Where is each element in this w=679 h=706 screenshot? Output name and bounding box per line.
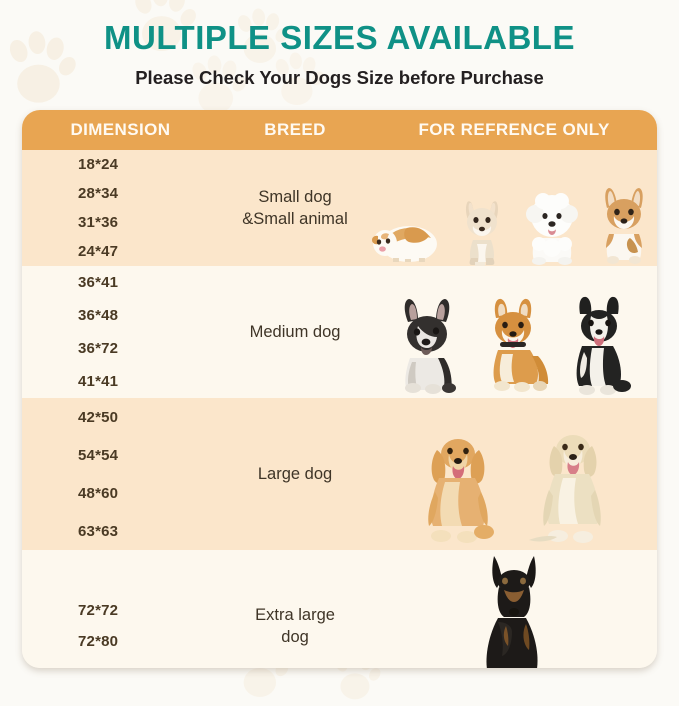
column-header-reference: FOR REFRENCE ONLY	[418, 120, 610, 139]
pet-photo-group	[371, 398, 657, 550]
dimension-value: 28*34	[78, 185, 119, 202]
cell-reference-images	[371, 550, 657, 668]
table-row: 42*50 54*54 48*60 63*63 Large dog	[22, 398, 657, 550]
bichon-frise-photo	[526, 193, 579, 265]
corgi-photo	[605, 188, 643, 264]
french-bulldog-photo	[404, 299, 457, 394]
cell-breed: Extra large dog	[219, 550, 371, 668]
cell-dimension: 42*50 54*54 48*60 63*63	[22, 398, 219, 550]
breed-label: Small dog &Small animal	[242, 186, 347, 231]
breed-line: Extra large	[255, 605, 335, 624]
page-title: MULTIPLE SIZES AVAILABLE	[104, 19, 575, 56]
column-header-dimension: DIMENSION	[70, 120, 171, 139]
dimension-value: 18*24	[78, 156, 119, 173]
golden-retriever-photo	[428, 439, 495, 543]
dimension-value: 36*41	[78, 274, 119, 291]
labrador-retriever-photo	[529, 435, 601, 543]
cell-reference-images	[371, 266, 657, 398]
size-chart-card: DIMENSION BREED FOR REFRENCE ONLY 18*24 …	[22, 110, 657, 668]
breed-label: Large dog	[257, 464, 333, 483]
cell-breed: Small dog &Small animal	[219, 150, 371, 266]
dimension-value: 24*47	[78, 243, 119, 260]
cell-breed: Medium dog	[219, 266, 371, 398]
column-header-breed: BREED	[264, 120, 326, 139]
dimension-value: 36*48	[78, 307, 119, 324]
breed-line: Small dog	[258, 187, 332, 206]
table-header-row: DIMENSION BREED FOR REFRENCE ONLY	[22, 110, 657, 150]
breed-line: &Small animal	[242, 210, 348, 228]
pet-photo-group	[371, 550, 657, 668]
dimension-value: 72*80	[78, 633, 119, 650]
breed-label: Extra large dog	[255, 604, 335, 649]
page-subtitle: Please Check Your Dogs Size before Purch…	[135, 66, 544, 88]
table-row: 18*24 28*34 31*36 24*47 Small dog &Small…	[22, 150, 657, 266]
page-header: MULTIPLE SIZES AVAILABLE Please Check Yo…	[0, 0, 679, 89]
cell-reference-images	[371, 150, 657, 266]
table-row: 36*41 36*48 36*72 41*41 Medium dog	[22, 266, 657, 398]
dimension-value: 63*63	[78, 522, 119, 540]
cell-dimension: 72*72 72*80	[22, 550, 219, 668]
dimension-value: 48*60	[78, 484, 119, 502]
cell-reference-images	[371, 398, 657, 550]
pet-photo-group	[371, 266, 657, 398]
dimension-value: 41*41	[78, 373, 119, 390]
breed-label: Medium dog	[249, 322, 341, 341]
dimension-value: 72*72	[78, 602, 119, 619]
cell-dimension: 18*24 28*34 31*36 24*47	[22, 150, 219, 266]
chihuahua-photo	[466, 201, 499, 266]
dimension-value: 36*72	[78, 340, 119, 357]
dimension-value: 54*54	[78, 446, 119, 464]
guinea-pig-photo	[372, 226, 438, 262]
breed-line: dog	[281, 628, 309, 646]
shiba-inu-photo	[493, 298, 549, 392]
size-chart-table: DIMENSION BREED FOR REFRENCE ONLY 18*24 …	[22, 110, 657, 668]
doberman-pinscher-photo	[486, 556, 538, 668]
cell-dimension: 36*41 36*48 36*72 41*41	[22, 266, 219, 398]
dimension-value: 42*50	[78, 408, 119, 426]
pet-photo-group	[371, 150, 657, 266]
cell-breed: Large dog	[219, 398, 371, 550]
table-row: 72*72 72*80 Extra large dog	[22, 550, 657, 668]
dimension-value: 31*36	[78, 214, 119, 231]
border-collie-photo	[576, 296, 632, 395]
